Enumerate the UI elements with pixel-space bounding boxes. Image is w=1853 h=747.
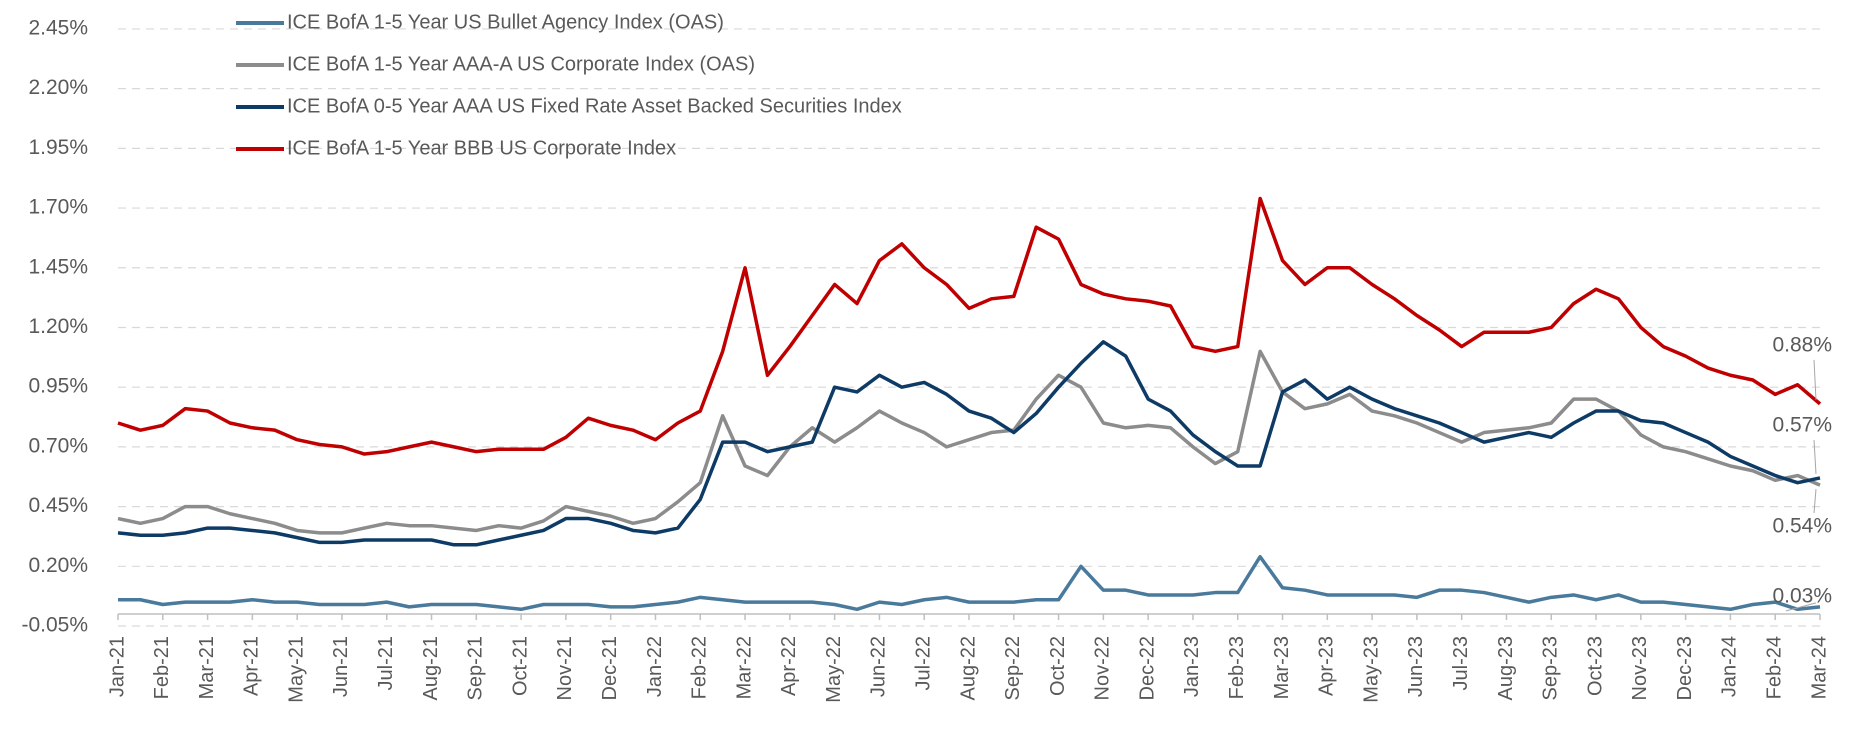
x-tick-label: Apr-22 <box>778 636 800 696</box>
leader-line <box>1813 439 1817 474</box>
y-tick-label: 1.95% <box>28 136 88 159</box>
x-tick-label: Dec-23 <box>1674 636 1696 700</box>
y-tick-label: 2.20% <box>28 76 88 99</box>
x-tick-label: Mar-21 <box>196 636 218 699</box>
x-tick-label: Oct-22 <box>1047 636 1069 696</box>
y-tick-label: 1.70% <box>28 196 88 219</box>
x-tick-label: Feb-21 <box>151 636 173 699</box>
x-tick-label: Jul-21 <box>375 636 397 690</box>
series-line <box>117 340 1821 547</box>
value-label: 0.54% <box>1772 515 1832 538</box>
x-tick-label: Oct-21 <box>509 636 531 696</box>
x-tick-label: Jul-22 <box>912 636 934 690</box>
x-tick-label: Apr-21 <box>241 636 263 696</box>
x-tick-label: Jan-23 <box>1181 636 1203 697</box>
value-label: 0.57% <box>1772 413 1832 436</box>
x-tick-label: Apr-23 <box>1316 636 1338 696</box>
value-label: 0.03% <box>1772 584 1832 607</box>
x-tick-label: Aug-23 <box>1495 636 1517 701</box>
legend-label: ICE BofA 1-5 Year US Bullet Agency Index… <box>287 11 724 33</box>
x-tick-label: Aug-21 <box>420 636 442 701</box>
legend-label: ICE BofA 1-5 Year BBB US Corporate Index <box>287 137 676 159</box>
x-tick-label: Nov-23 <box>1629 636 1651 700</box>
y-tick-label: -0.05% <box>21 614 88 637</box>
x-tick-label: Jun-23 <box>1405 636 1427 697</box>
leader-line <box>1813 489 1817 514</box>
leader-line <box>1813 359 1817 400</box>
leader-line <box>1785 602 1817 612</box>
x-tick-label: Nov-21 <box>554 636 576 700</box>
x-tick-label: Feb-22 <box>689 636 711 699</box>
y-tick-label: 0.45% <box>28 494 88 517</box>
x-tick-label: Feb-23 <box>1226 636 1248 699</box>
legend-label: ICE BofA 1-5 Year AAA-A US Corporate Ind… <box>287 53 755 75</box>
x-tick-label: Jan-22 <box>644 636 666 697</box>
x-tick-label: Sep-21 <box>465 636 487 701</box>
x-tick-label: Feb-24 <box>1763 636 1785 699</box>
y-tick-label: 1.20% <box>28 315 88 338</box>
x-tick-label: Jul-23 <box>1450 636 1472 690</box>
x-tick-label: May-22 <box>823 636 845 703</box>
y-tick-label: 1.45% <box>28 255 88 278</box>
x-tick-label: Mar-22 <box>733 636 755 699</box>
series-line <box>117 196 1822 456</box>
y-tick-label: 0.70% <box>28 434 88 457</box>
x-tick-label: Sep-22 <box>1002 636 1024 701</box>
x-tick-label: Oct-23 <box>1584 636 1606 696</box>
x-tick-label: Mar-23 <box>1271 636 1293 699</box>
x-tick-label: Jun-21 <box>330 636 352 697</box>
x-tick-label: May-21 <box>285 636 307 703</box>
x-tick-label: Mar-24 <box>1808 636 1830 699</box>
series-line <box>118 554 1821 612</box>
value-label: 0.88% <box>1772 333 1832 356</box>
x-tick-label: Aug-22 <box>957 636 979 701</box>
legend-label: ICE BofA 0-5 Year AAA US Fixed Rate Asse… <box>287 95 902 117</box>
x-tick-label: Jan-24 <box>1719 636 1741 697</box>
y-tick-label: 0.20% <box>28 554 88 577</box>
y-tick-label: 2.45% <box>28 16 88 39</box>
series-line <box>117 349 1821 535</box>
x-tick-label: Jun-22 <box>868 636 890 697</box>
x-tick-label: May-23 <box>1360 636 1382 703</box>
x-tick-label: Jan-21 <box>106 636 128 697</box>
x-tick-label: Dec-21 <box>599 636 621 700</box>
x-tick-label: Nov-22 <box>1092 636 1114 700</box>
x-tick-label: Dec-22 <box>1136 636 1158 700</box>
y-tick-label: 0.95% <box>28 375 88 398</box>
x-tick-label: Sep-23 <box>1540 636 1562 701</box>
